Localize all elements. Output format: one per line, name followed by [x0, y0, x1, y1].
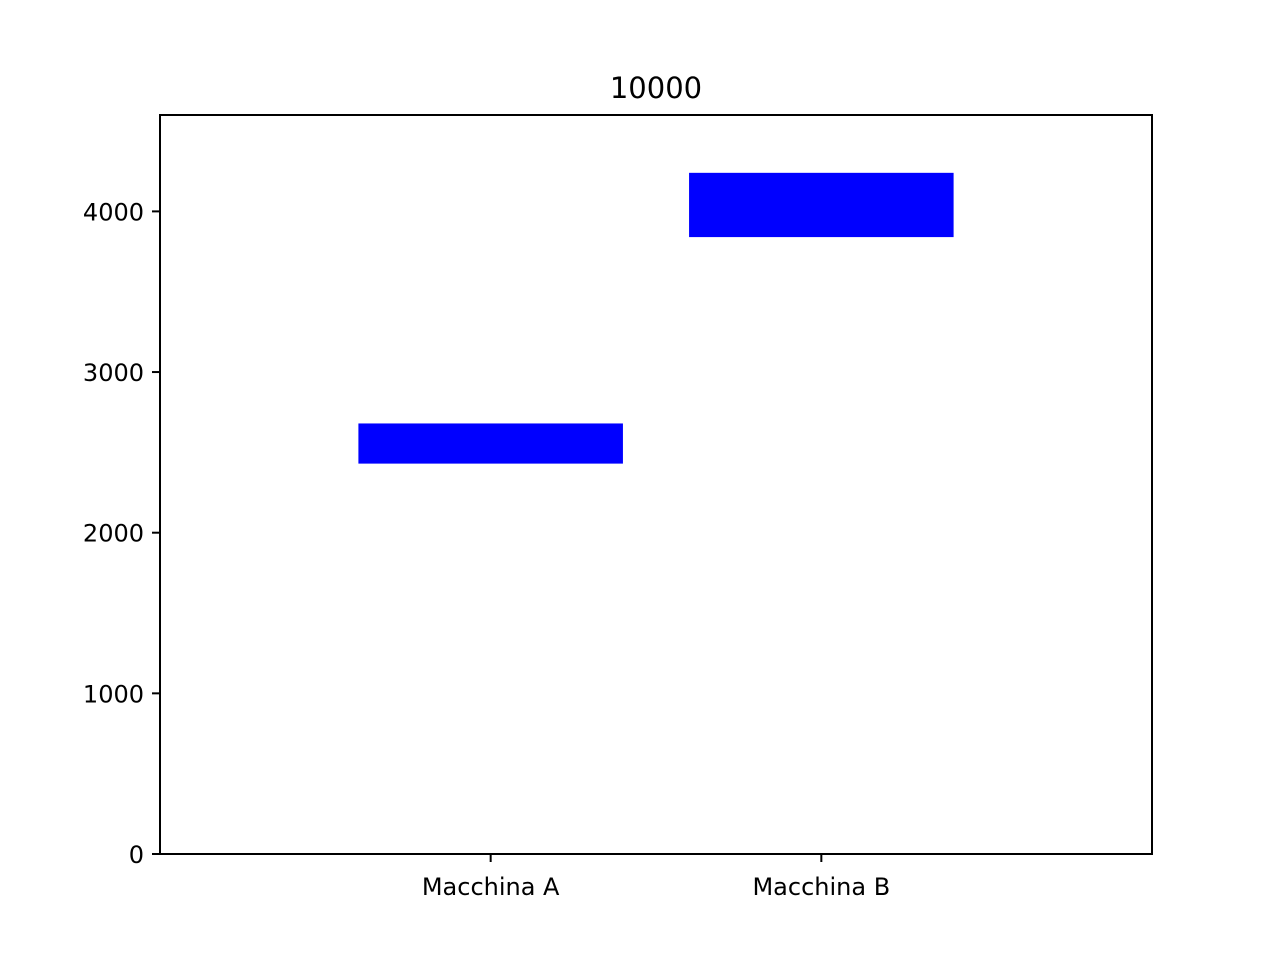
plot-frame	[159, 114, 1153, 855]
y-axis: 0 1000 2000 3000 4000	[83, 198, 160, 869]
x-tick-label: Macchina B	[752, 873, 890, 901]
y-tick-label: 3000	[83, 359, 144, 387]
bars-layer	[358, 172, 954, 464]
bar-macchina-a	[358, 423, 623, 464]
y-tick-label: 0	[129, 841, 144, 869]
x-tick-label: Macchina A	[422, 873, 560, 901]
x-axis: Macchina A Macchina B	[422, 854, 890, 901]
bar-macchina-b	[689, 172, 954, 238]
y-tick-label: 2000	[83, 520, 144, 548]
y-tick-label: 4000	[83, 198, 144, 226]
chart-title: 10000	[610, 71, 702, 105]
y-tick-label: 1000	[83, 680, 144, 708]
